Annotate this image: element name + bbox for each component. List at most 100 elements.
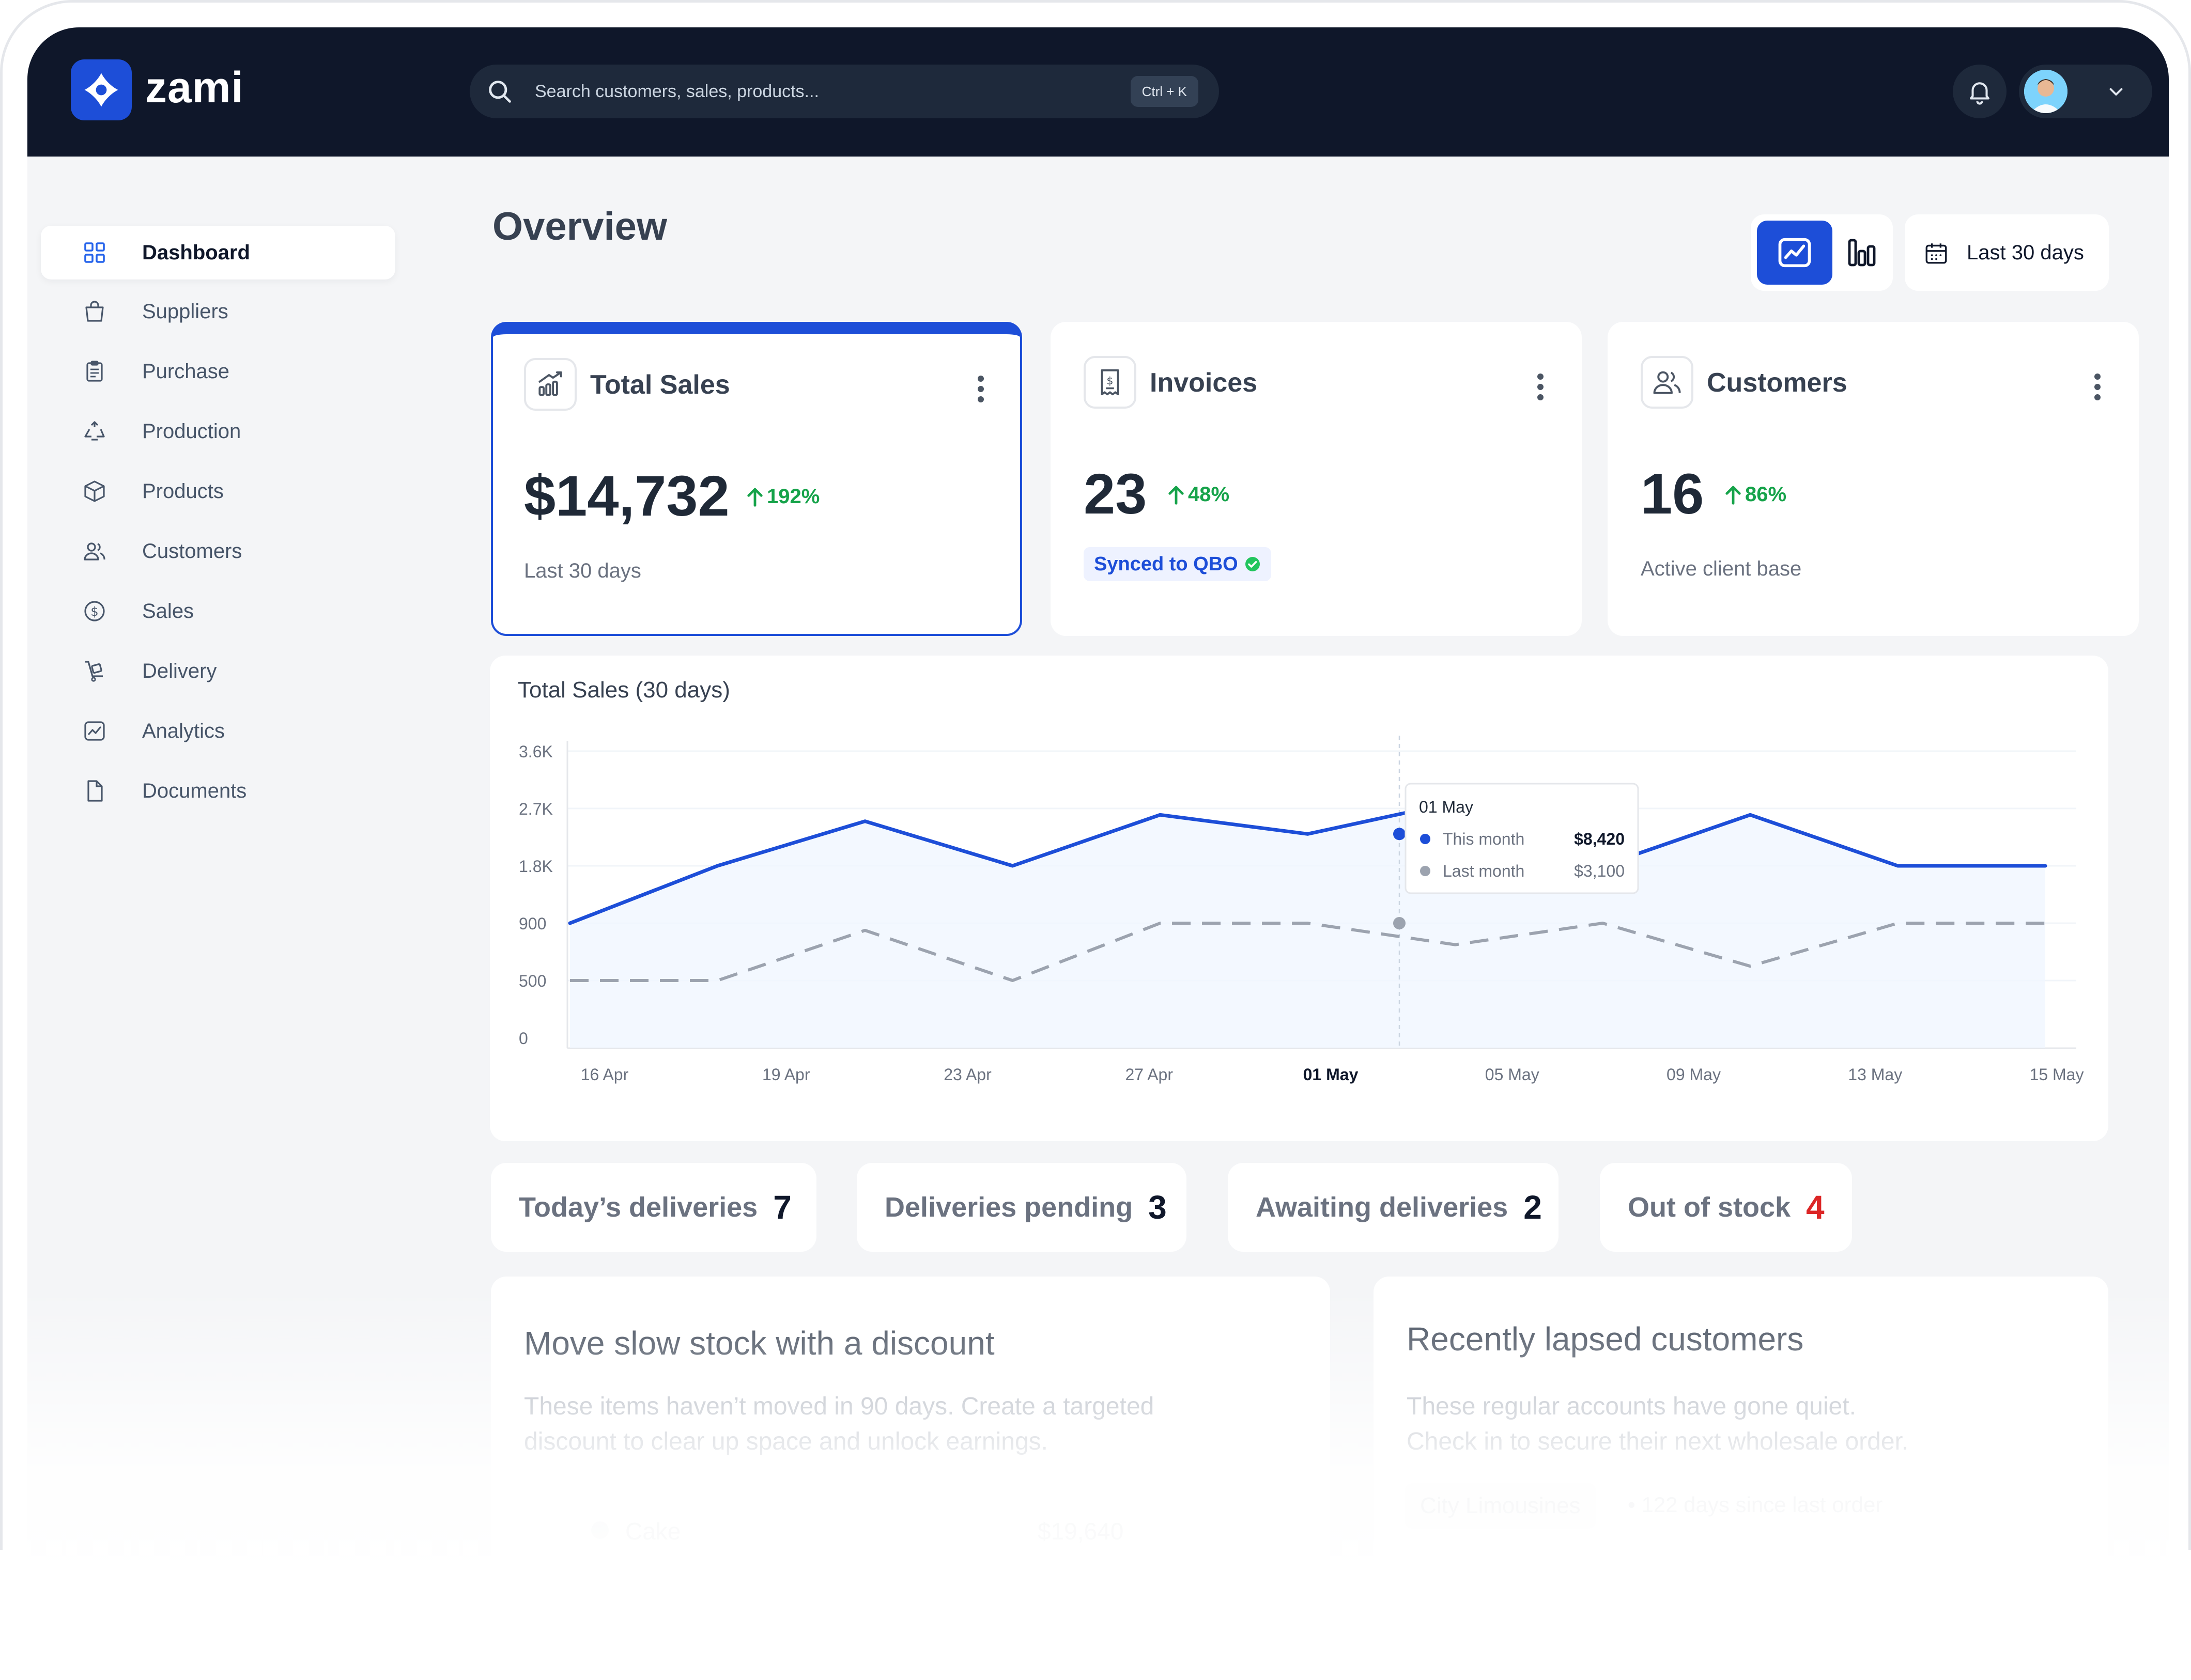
- x-tick-label: 27 Apr: [1125, 1065, 1173, 1084]
- card-title: Total Sales: [590, 370, 730, 400]
- search-input[interactable]: [535, 75, 1052, 108]
- card-subtitle: Active client base: [1641, 557, 1802, 580]
- profile-menu[interactable]: [2019, 65, 2152, 118]
- trend-value: 48%: [1188, 483, 1230, 506]
- tooltip-series-dot: [1420, 866, 1430, 876]
- slow-stock-panel: Move slow stock with a discount These it…: [491, 1277, 1330, 1588]
- chart-title: Total Sales (30 days): [518, 677, 730, 703]
- sidebar-item-sales[interactable]: $ Sales: [41, 584, 395, 638]
- trolley-icon: [85, 661, 103, 682]
- check-circle-icon: [1245, 557, 1260, 571]
- stat-label: Today’s deliveries: [519, 1192, 758, 1223]
- description-line: These regular accounts have gone quiet.: [1407, 1393, 1856, 1420]
- line-chart-icon: [1778, 238, 1811, 268]
- customers-card[interactable]: Customers 16 86% Active client base: [1608, 322, 2139, 636]
- customer-note: • 122 days since last order: [1628, 1492, 1883, 1517]
- sidebar-item-purchase[interactable]: Purchase: [41, 345, 395, 398]
- sidebar-item-label: Documents: [142, 780, 247, 802]
- search-icon: [489, 81, 511, 103]
- notifications-button[interactable]: [1953, 65, 2007, 118]
- more-vertical-icon[interactable]: [2092, 371, 2103, 402]
- tooltip-box: [1405, 783, 1639, 894]
- y-tick-label: 500: [519, 972, 546, 990]
- chart-type-toggle: [1751, 214, 1893, 291]
- chart-icon: [84, 721, 105, 741]
- page-title: Overview: [492, 205, 667, 248]
- customer-chip[interactable]: City Limousines: [1405, 1483, 1596, 1529]
- logo-icon[interactable]: [71, 59, 132, 120]
- box-icon: [84, 480, 105, 502]
- date-range-label: Last 30 days: [1967, 241, 2084, 264]
- line-chart-button[interactable]: [1757, 221, 1832, 285]
- sidebar-item-dashboard[interactable]: Dashboard: [41, 226, 395, 279]
- shopping-bag-icon: [85, 301, 104, 322]
- more-vertical-icon[interactable]: [976, 374, 986, 405]
- sales-line-chart[interactable]: 0 500 900 1.8K 2.7K 3.6K 16 Apr 19 Apr 23 Apr 27 …: [490, 656, 2108, 1141]
- product-price: $19,640: [1038, 1518, 1124, 1545]
- sidebar-item-delivery[interactable]: Delivery: [41, 644, 395, 698]
- sidebar-item-products[interactable]: Products: [41, 464, 395, 518]
- x-tick-label: 15 May: [2030, 1065, 2084, 1084]
- list-item[interactable]: Cake $19,640: [524, 1498, 1299, 1560]
- y-tick-label: 0: [519, 1029, 528, 1048]
- stat-value: 7: [773, 1189, 792, 1226]
- y-tick-label: 900: [519, 914, 546, 933]
- sidebar-item-label: Analytics: [142, 720, 225, 742]
- bar-chart-button[interactable]: [1824, 221, 1900, 285]
- tooltip-series-dot: [1420, 834, 1430, 844]
- sidebar-item-production[interactable]: Production: [41, 405, 395, 458]
- shortcut-hint: Ctrl + K: [1130, 76, 1198, 107]
- trend-value: 192%: [767, 485, 820, 508]
- x-tick-label: 09 May: [1667, 1065, 1721, 1084]
- todays-deliveries-stat[interactable]: Today’s deliveries 7: [491, 1163, 816, 1252]
- stat-label: Out of stock: [1628, 1192, 1791, 1223]
- sales-chart-icon: [524, 358, 577, 411]
- tooltip-series-value: $8,420: [1574, 830, 1625, 848]
- x-tick-label: 16 Apr: [581, 1065, 629, 1084]
- trend-indicator: 86%: [1724, 483, 1786, 506]
- last-month-line: [570, 922, 2045, 982]
- stat-value: 2: [1523, 1189, 1542, 1226]
- more-vertical-icon[interactable]: [1535, 371, 1546, 402]
- sidebar-item-label: Dashboard: [142, 241, 250, 264]
- y-tick-label: 3.6K: [519, 742, 553, 761]
- file-icon: [87, 780, 103, 802]
- deliveries-pending-stat[interactable]: Deliveries pending 3: [857, 1163, 1186, 1252]
- trend-indicator: 192%: [746, 485, 820, 508]
- sidebar: Dashboard Suppliers Purchase: [27, 157, 412, 1588]
- panel-description: These items haven’t moved in 90 days. Cr…: [524, 1389, 1154, 1459]
- grid-icon: [84, 242, 105, 263]
- awaiting-deliveries-stat[interactable]: Awaiting deliveries 2: [1228, 1163, 1559, 1252]
- date-range-picker[interactable]: Last 30 days: [1905, 214, 2109, 291]
- sidebar-item-customers[interactable]: Customers: [41, 524, 395, 578]
- arrow-up-icon: [1725, 486, 1741, 505]
- product-name: Cake: [625, 1518, 681, 1545]
- device-frame: zami Ctrl + K: [0, 0, 2191, 1588]
- x-tick-label: 23 Apr: [944, 1065, 992, 1084]
- tooltip-date: 01 May: [1419, 798, 1473, 816]
- panel-description: These regular accounts have gone quiet. …: [1407, 1389, 1908, 1459]
- sync-status-label: Synced to QBO: [1094, 553, 1238, 575]
- invoices-card[interactable]: $ Invoices 23 48% Synced to QBO: [1051, 322, 1582, 636]
- sidebar-item-documents[interactable]: Documents: [41, 764, 395, 818]
- x-tick-label: 01 May: [1303, 1065, 1359, 1084]
- description-line: discount to clear up space and unlock ea…: [524, 1428, 1048, 1455]
- card-value: $14,732: [524, 464, 730, 528]
- stat-label: Awaiting deliveries: [1256, 1192, 1508, 1223]
- sidebar-item-analytics[interactable]: Analytics: [41, 704, 395, 758]
- this-month-line: [568, 800, 2047, 925]
- chevron-down-icon: [2109, 88, 2123, 96]
- sidebar-item-label: Suppliers: [142, 300, 228, 323]
- clipboard-icon: [86, 361, 103, 382]
- sidebar-item-suppliers[interactable]: Suppliers: [41, 285, 395, 338]
- out-of-stock-stat[interactable]: Out of stock 4: [1600, 1163, 1852, 1252]
- total-sales-card[interactable]: Total Sales $14,732 192% Last 30 days: [491, 322, 1022, 636]
- card-value: 16: [1641, 462, 1704, 526]
- avatar[interactable]: [2024, 70, 2067, 113]
- description-line: Check in to secure their next wholesale …: [1407, 1428, 1909, 1455]
- search-bar[interactable]: Ctrl + K: [470, 65, 1219, 118]
- x-tick-label: 05 May: [1485, 1065, 1539, 1084]
- trend-indicator: 48%: [1167, 483, 1229, 506]
- arrow-up-icon: [1168, 486, 1184, 505]
- brand-name[interactable]: zami: [145, 63, 244, 112]
